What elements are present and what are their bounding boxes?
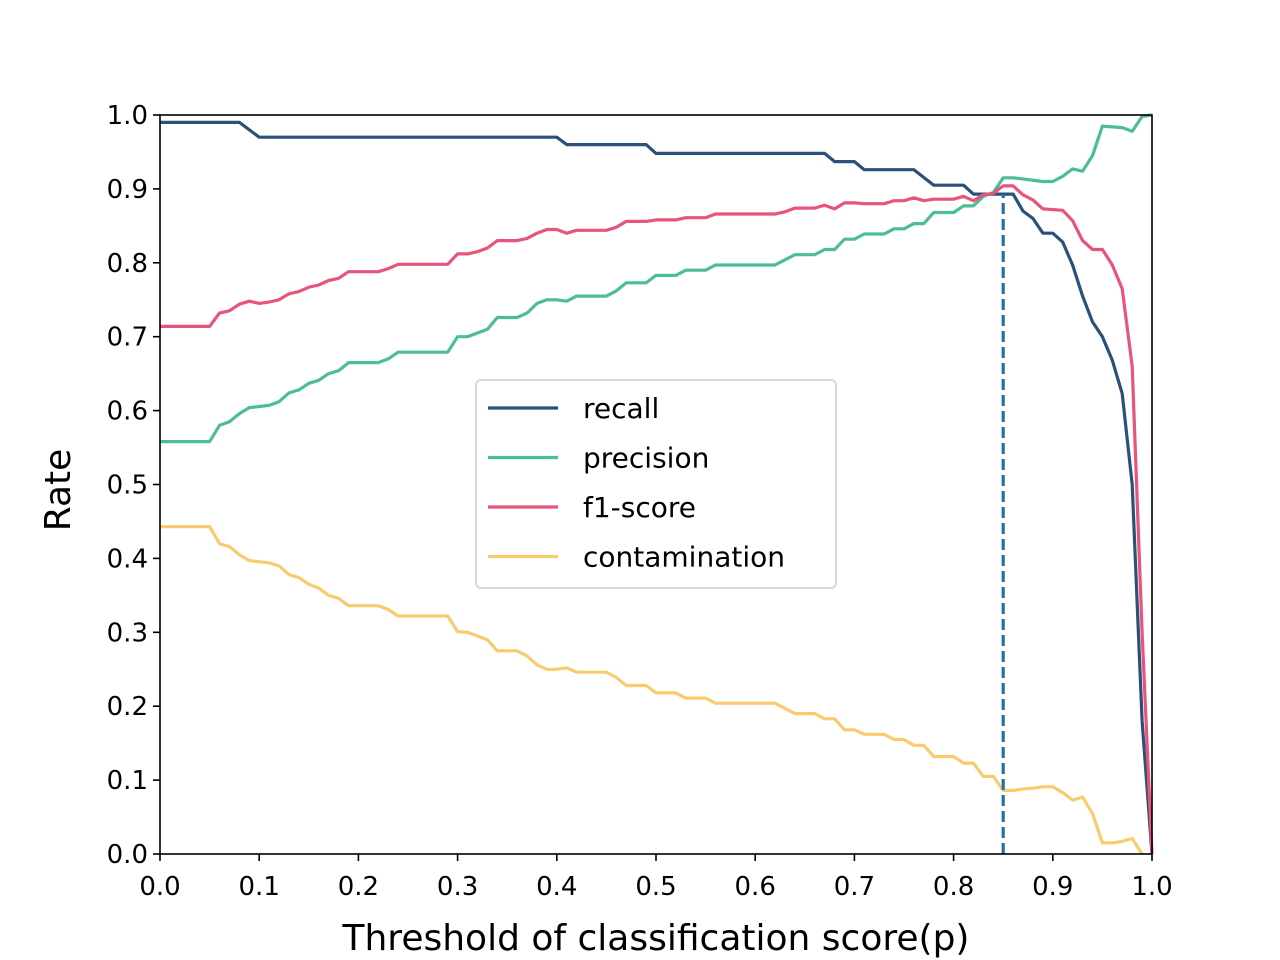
series-line-f1-score <box>160 184 1154 855</box>
x-tick-label: 0.5 <box>635 872 676 902</box>
legend-label-precision: precision <box>583 442 709 475</box>
y-tick-label: 1.0 <box>107 101 148 131</box>
y-tick-label: 0.7 <box>107 323 148 353</box>
x-tick-label: 0.8 <box>933 872 974 902</box>
x-tick-label: 1.0 <box>1131 872 1172 902</box>
legend-label-contamination: contamination <box>583 541 785 574</box>
x-tick-label: 0.4 <box>536 872 577 902</box>
x-axis-title: Threshold of classification score(p) <box>342 918 970 959</box>
legend-box <box>475 379 837 589</box>
y-tick-label: 0.0 <box>107 840 148 870</box>
y-axis: 0.0 0.1 0.2 0.3 0.4 0.5 0.6 0.7 0.8 0.9 1.0 <box>107 101 160 870</box>
y-axis-title: Rate <box>38 449 79 532</box>
series-line-precision <box>160 113 1153 444</box>
y-tick-label: 0.1 <box>107 766 148 796</box>
x-axis: 0.0 0.1 0.2 0.3 0.4 0.5 0.6 0.7 0.8 0.9 1.0 <box>139 854 1173 902</box>
y-tick-label: 0.5 <box>107 471 148 501</box>
legend-label-f1-score: f1-score <box>583 491 696 524</box>
x-tick-label: 0.9 <box>1032 872 1073 902</box>
x-tick-label: 0.0 <box>139 872 180 902</box>
series-line-contamination <box>160 525 1144 855</box>
x-tick-label: 0.2 <box>338 872 379 902</box>
x-tick-label: 0.1 <box>239 872 280 902</box>
y-tick-label: 0.4 <box>107 544 148 574</box>
x-tick-label: 0.3 <box>437 872 478 902</box>
y-tick-label: 0.3 <box>107 618 148 648</box>
x-tick-label: 0.6 <box>735 872 776 902</box>
legend-label-recall: recall <box>583 392 659 425</box>
x-tick-label: 0.7 <box>834 872 875 902</box>
y-tick-label: 0.8 <box>107 249 148 279</box>
y-tick-label: 0.9 <box>107 175 148 205</box>
series-layer <box>160 113 1154 855</box>
y-tick-label: 0.6 <box>107 397 148 427</box>
y-tick-label: 0.2 <box>107 692 148 722</box>
legend: recall precision f1-score contamination <box>475 379 837 589</box>
